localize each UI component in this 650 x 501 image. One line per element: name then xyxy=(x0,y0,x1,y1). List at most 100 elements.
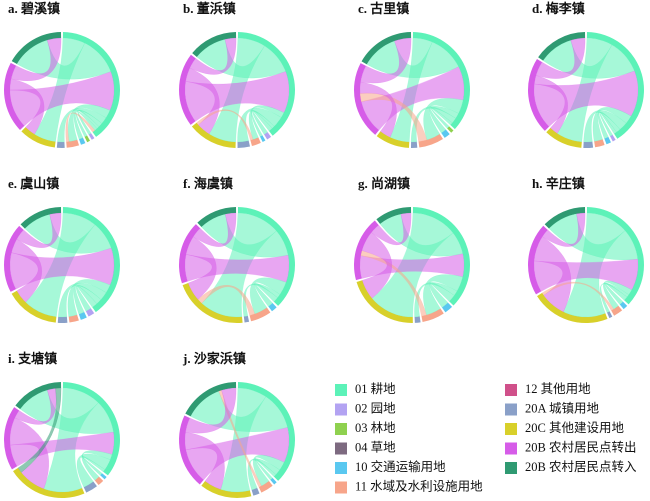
node-arc xyxy=(3,407,20,470)
node-arc xyxy=(251,487,260,496)
chord xyxy=(592,107,632,142)
chord-diagram xyxy=(354,207,470,324)
chord xyxy=(599,111,617,137)
legend-label: 20B 农村居民点转出 xyxy=(525,439,636,454)
node-arc xyxy=(21,127,56,148)
chord xyxy=(73,109,103,140)
chord xyxy=(197,284,256,316)
panel-title: i. 支塘镇 xyxy=(8,351,57,366)
chord xyxy=(429,106,456,134)
chord xyxy=(247,458,280,491)
node-arc xyxy=(100,473,107,480)
node-arc xyxy=(528,225,548,295)
chord xyxy=(81,455,106,476)
node-arc xyxy=(56,141,65,148)
node-arc xyxy=(88,133,95,140)
chord xyxy=(603,280,633,310)
chord xyxy=(76,453,111,488)
chord xyxy=(9,71,115,127)
chord-diagram xyxy=(178,32,295,148)
node-arc xyxy=(15,382,62,410)
node-arc xyxy=(259,135,266,143)
chord xyxy=(254,458,277,481)
node-arc xyxy=(62,207,120,313)
node-arc xyxy=(354,220,379,281)
node-arc xyxy=(583,141,594,148)
chord xyxy=(252,454,285,487)
node-arc xyxy=(586,32,644,139)
node-arc xyxy=(441,302,453,313)
node-arc xyxy=(606,311,613,319)
legend-label: 02 园地 xyxy=(355,401,396,415)
node-arc xyxy=(250,137,261,147)
legend-swatch xyxy=(505,403,517,416)
chord xyxy=(14,388,57,425)
legend-label: 20B 农村居民点转入 xyxy=(525,459,637,474)
node-arc xyxy=(62,382,121,476)
node-arc xyxy=(528,58,550,131)
node-arc xyxy=(412,207,470,306)
legend-label: 04 草地 xyxy=(355,440,396,454)
node-arc xyxy=(619,301,628,310)
chord xyxy=(24,214,112,254)
legend-swatch xyxy=(505,423,517,435)
legend-swatch xyxy=(335,442,347,455)
node-arc xyxy=(356,280,413,324)
legend-swatch xyxy=(335,423,347,435)
chord xyxy=(184,71,290,122)
chord xyxy=(190,390,288,433)
node-arc xyxy=(376,207,412,224)
node-arc xyxy=(85,308,95,317)
panel-title: h. 辛庄镇 xyxy=(532,176,585,191)
node-arc xyxy=(11,290,57,323)
chord xyxy=(366,40,459,79)
chord xyxy=(75,110,98,138)
node-arc xyxy=(78,312,87,320)
legend-swatch xyxy=(335,403,347,416)
node-arc xyxy=(191,122,236,148)
chord xyxy=(196,39,286,79)
node-arc xyxy=(354,63,379,135)
chord xyxy=(57,282,107,318)
panel-title: d. 梅李镇 xyxy=(532,1,585,16)
node-arc xyxy=(544,207,586,229)
chord xyxy=(548,213,638,261)
chord xyxy=(359,92,428,142)
node-arc xyxy=(268,302,277,312)
chord-diagram xyxy=(3,32,120,148)
node-arc xyxy=(84,135,91,143)
node-arc xyxy=(537,292,608,323)
node-arc xyxy=(20,207,62,229)
node-arc xyxy=(185,382,237,417)
chord xyxy=(254,283,278,307)
node-arc xyxy=(13,467,85,498)
node-arc xyxy=(94,476,104,486)
legend-swatch xyxy=(335,462,347,474)
panel-title: e. 虞山镇 xyxy=(8,176,59,191)
chord xyxy=(201,214,289,258)
node-arc xyxy=(11,32,62,65)
chord xyxy=(242,283,281,317)
chord-diagram xyxy=(179,207,295,323)
node-arc xyxy=(197,207,237,228)
node-arc xyxy=(361,32,412,65)
chord xyxy=(410,105,459,143)
chord xyxy=(185,427,290,481)
node-arc xyxy=(414,316,421,323)
legend-label: 01 耕地 xyxy=(355,381,396,396)
node-arc xyxy=(79,137,86,145)
panel-title: c. 古里镇 xyxy=(358,1,409,16)
node-arc xyxy=(538,32,586,61)
legend-label: 20A 城镇用地 xyxy=(525,401,599,415)
node-arc xyxy=(68,314,79,323)
chord xyxy=(361,66,465,131)
node-arc xyxy=(546,127,582,148)
chord xyxy=(249,277,287,315)
node-arc xyxy=(178,54,196,125)
legend-swatch xyxy=(335,384,347,396)
chord xyxy=(599,283,630,313)
chord xyxy=(192,212,237,247)
node-arc xyxy=(192,32,237,57)
node-arc xyxy=(3,225,24,292)
panel-title: f. 海虞镇 xyxy=(183,176,233,191)
